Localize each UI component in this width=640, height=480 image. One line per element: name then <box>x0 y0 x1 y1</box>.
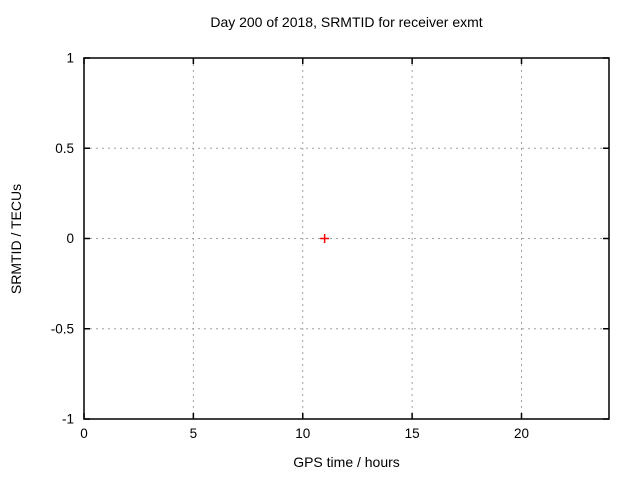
y-tick-label: -0.5 <box>51 321 74 336</box>
x-tick-label: 15 <box>405 426 420 441</box>
y-axis-title: SRMTID / TECUs <box>8 183 24 295</box>
y-tick-label: 0 <box>66 231 74 246</box>
x-tick-label: 0 <box>80 426 88 441</box>
x-tick-label: 5 <box>190 426 198 441</box>
y-tick-label: -1 <box>62 412 74 427</box>
x-tick-label: 10 <box>295 426 310 441</box>
chart-title: Day 200 of 2018, SRMTID for receiver exm… <box>210 14 483 30</box>
y-tick-label: 1 <box>66 51 74 66</box>
x-axis-title: GPS time / hours <box>293 454 400 470</box>
x-tick-label: 20 <box>514 426 529 441</box>
y-tick-label: 0.5 <box>55 141 74 156</box>
